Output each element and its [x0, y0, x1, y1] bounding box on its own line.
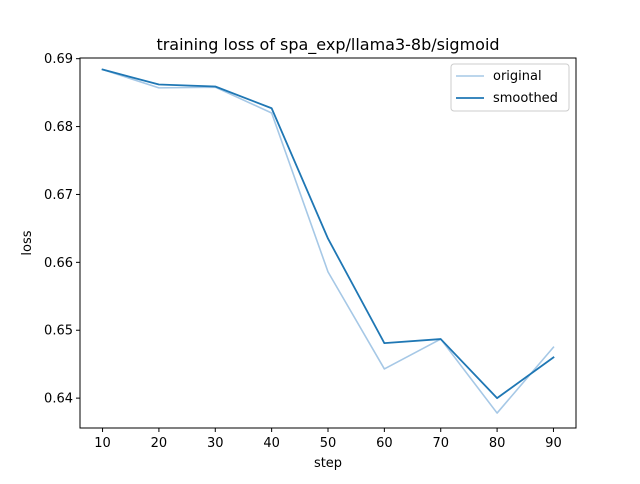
x-tick-label: 60: [376, 436, 393, 451]
y-tick-label: 0.67: [44, 188, 73, 203]
x-tick-label: 50: [320, 436, 337, 451]
y-tick-label: 0.66: [44, 256, 73, 271]
x-tick-label: 80: [489, 436, 506, 451]
x-tick-label: 10: [94, 436, 111, 451]
y-tick-label: 0.68: [44, 120, 73, 135]
x-tick-label: 90: [545, 436, 562, 451]
series-line-original: [103, 70, 554, 414]
plot-frame: [80, 58, 576, 428]
y-tick-label: 0.64: [44, 392, 73, 407]
y-tick-label: 0.69: [44, 52, 73, 67]
x-tick-label: 70: [432, 436, 449, 451]
legend-label-smoothed: smoothed: [493, 91, 558, 106]
y-tick-label: 0.65: [44, 324, 73, 339]
x-tick-label: 30: [207, 436, 224, 451]
y-axis-label: loss: [20, 230, 35, 255]
plot-lines: [103, 70, 554, 414]
x-axis-label: step: [314, 456, 342, 471]
legend: original smoothed: [451, 64, 569, 111]
y-axis-ticks: 0.64 0.65 0.66 0.67 0.68 0.69: [44, 52, 80, 406]
chart-title: training loss of spa_exp/llama3-8b/sigmo…: [156, 35, 499, 55]
legend-label-original: original: [493, 69, 542, 84]
x-tick-label: 40: [263, 436, 280, 451]
series-line-smoothed: [103, 70, 554, 399]
x-axis-ticks: 10 20 30 40 50 60 70 80 90: [94, 428, 561, 451]
x-tick-label: 20: [151, 436, 168, 451]
